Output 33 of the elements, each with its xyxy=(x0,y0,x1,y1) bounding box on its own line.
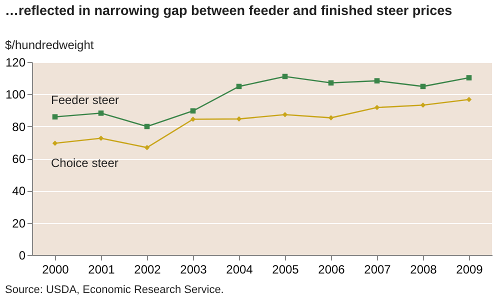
point xyxy=(52,114,58,120)
point xyxy=(466,75,472,80)
y-tick-label: 100 xyxy=(5,88,26,102)
point xyxy=(374,104,380,110)
point xyxy=(374,78,380,84)
x-tick-label: 2006 xyxy=(318,262,346,276)
y-tick-label: 120 xyxy=(5,56,26,70)
y-tick-label: 60 xyxy=(12,152,26,166)
y-tick-label: 0 xyxy=(18,248,26,262)
point xyxy=(236,116,242,122)
y-axis-title: $/hundredweight xyxy=(5,38,94,52)
source-note: Source: USDA, Economic Research Service. xyxy=(5,284,224,296)
x-tick-label: 2002 xyxy=(134,262,162,276)
y-tick-label: 20 xyxy=(12,216,26,230)
x-tick-label: 2008 xyxy=(410,262,438,276)
x-tick-label: 2001 xyxy=(88,262,116,276)
series-label: Choice steer xyxy=(51,156,118,170)
point xyxy=(98,110,104,116)
point xyxy=(466,96,472,102)
x-tick-label: 2003 xyxy=(180,262,208,276)
y-tick-label: 80 xyxy=(12,120,26,134)
x-tick-label: 2005 xyxy=(272,262,300,276)
x-tick-label: 2007 xyxy=(364,262,392,276)
point xyxy=(420,102,426,108)
x-tick-label: 2000 xyxy=(42,262,70,276)
point xyxy=(144,144,150,150)
y-tick-label: 40 xyxy=(12,184,26,198)
chart-title: …reflected in narrowing gap between feeder and finished steer prices xyxy=(5,3,452,18)
x-tick-label: 2009 xyxy=(456,262,484,276)
point xyxy=(190,108,196,114)
point xyxy=(282,112,288,118)
x-tick-label: 2004 xyxy=(226,262,254,276)
series-label: Feeder steer xyxy=(51,92,120,107)
